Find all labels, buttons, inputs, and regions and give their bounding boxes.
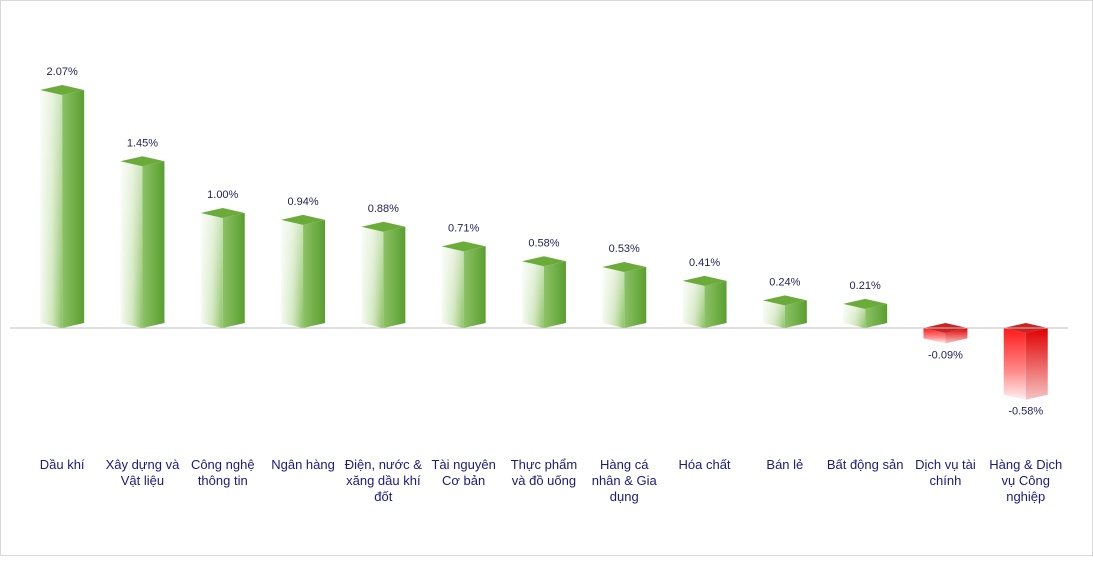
bar-right-face: [865, 303, 888, 328]
bar-highlight: [40, 89, 63, 328]
bar: [40, 84, 85, 328]
data-label: 1.00%: [207, 189, 238, 201]
category-label: Hàng & Dịch vụ Công nghiệp: [989, 457, 1062, 504]
bar-top-cap: [361, 221, 406, 232]
bar-right-face: [704, 280, 727, 328]
bar-top-cap: [521, 256, 566, 267]
bar-left-face: [923, 328, 946, 344]
bar-highlight: [521, 261, 544, 328]
bar-highlight: [200, 213, 223, 328]
bar-top-cap: [602, 262, 647, 273]
category-label: Thực phẩm và đồ uống: [511, 457, 578, 488]
bar-highlight: [682, 280, 705, 328]
bar-highlight: [361, 226, 384, 328]
data-label: 0.21%: [850, 280, 881, 292]
data-label: 1.45%: [127, 137, 158, 149]
data-label: -0.58%: [1008, 406, 1043, 418]
bar-highlight: [441, 246, 464, 328]
labels-layer: 2.07% Dầu khí 1.45% Xây dựng và Vật liệu 1.00…: [40, 66, 1062, 504]
bar-right-face: [383, 226, 406, 328]
category-label: Tài nguyên Cơ bản: [431, 457, 495, 488]
bar: [361, 221, 406, 328]
bar-right-face: [62, 89, 85, 328]
data-label: 0.71%: [448, 222, 479, 234]
category-label: Hàng cá nhân & Gia dụng: [592, 457, 658, 504]
bar: [682, 275, 727, 328]
category-label: Ngân hàng: [271, 457, 335, 472]
bar-top-cap: [762, 295, 807, 306]
bar-right-face: [303, 219, 326, 328]
bar-highlight: [281, 219, 304, 328]
bar: [1003, 323, 1048, 400]
bar: [843, 298, 888, 328]
category-label: Hóa chất: [679, 457, 731, 472]
category-label: Dịch vụ tài chính: [915, 457, 976, 488]
bar-right-face: [1025, 328, 1048, 400]
bar-highlight: [602, 267, 625, 328]
bar-right-face: [142, 161, 165, 328]
bar-top-cap: [281, 214, 326, 225]
bar-left-face: [1003, 328, 1026, 400]
bar-top-cap: [441, 241, 486, 252]
category-label: Bất động sản: [827, 457, 904, 472]
bars-layer: [40, 84, 1048, 400]
bar-highlight: [762, 300, 785, 328]
category-label: Điện, nước & xăng dầu khí đốt: [345, 457, 423, 504]
bar-top-cap: [843, 298, 888, 309]
bar-right-face: [543, 261, 566, 328]
bar-right-face: [945, 328, 968, 344]
data-label: 0.58%: [528, 237, 559, 249]
bar-highlight: [843, 303, 866, 328]
data-label: 2.07%: [47, 66, 78, 78]
bar-highlight: [120, 161, 143, 328]
data-label: 0.94%: [287, 196, 318, 208]
bar-top-cap: [200, 208, 245, 218]
category-label: Bán lẻ: [766, 457, 803, 472]
data-label: 0.88%: [368, 203, 399, 215]
bar: [762, 295, 807, 328]
data-label: 0.53%: [609, 243, 640, 255]
bar-top-cap: [682, 275, 727, 286]
category-label: Công nghệ thông tin: [191, 457, 255, 488]
category-label: Dầu khí: [40, 457, 85, 472]
bar-right-face: [624, 267, 647, 328]
bar-top-cap: [120, 156, 165, 167]
bar-top-cap: [40, 84, 85, 95]
data-label: 0.41%: [689, 257, 720, 269]
bar: [281, 214, 326, 328]
bar-right-face: [222, 213, 245, 328]
bar: [441, 241, 486, 328]
bar: [923, 323, 968, 344]
bar: [521, 256, 566, 328]
data-label: 0.24%: [769, 276, 800, 288]
data-label: -0.09%: [928, 349, 963, 361]
category-label: Xây dựng và Vật liệu: [106, 457, 181, 488]
bar-right-face: [463, 246, 486, 328]
bar: [200, 208, 245, 328]
bar: [602, 262, 647, 328]
bar: [120, 156, 165, 328]
bar-right-face: [784, 300, 807, 328]
